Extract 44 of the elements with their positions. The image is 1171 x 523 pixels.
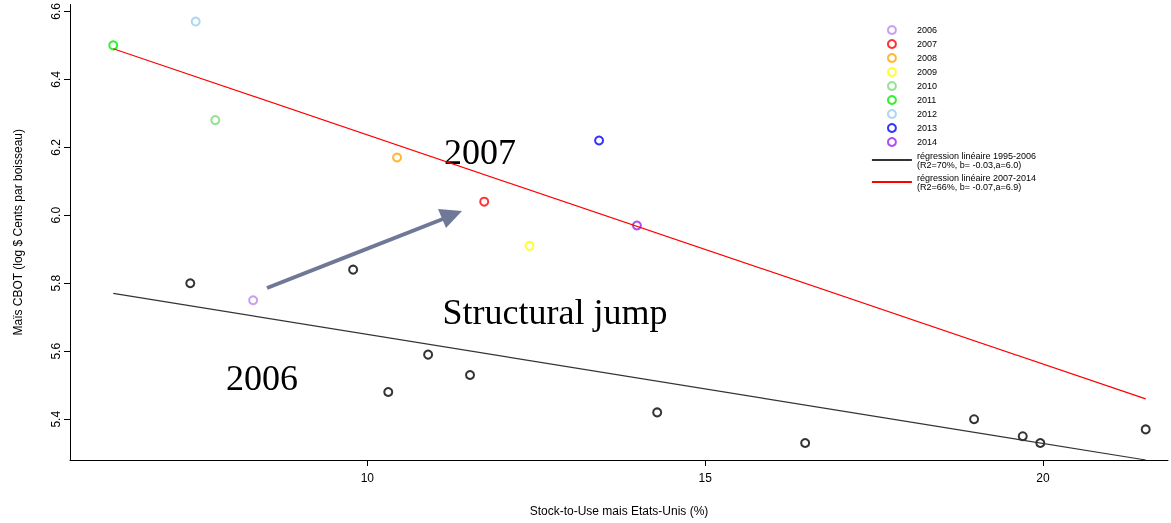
- y-tick-label: 6.6: [49, 2, 63, 20]
- legend-label: régression linéaire 2007-2014 (R2=66%, b= -0.07,a=6.9): [916, 172, 1037, 192]
- legend-label: 2010: [916, 81, 937, 91]
- legend-label: 2013: [916, 123, 937, 133]
- y-tick-label: 5.4: [49, 410, 63, 428]
- legend-label: 2006: [916, 25, 937, 35]
- y-tick-label: 6.2: [49, 138, 63, 156]
- point: [423, 349, 434, 360]
- legend-label: régression linéaire 1995-2006 (R2=70%, b= -0.03,a=6.0): [916, 150, 1037, 170]
- y-axis-title: Maïs CBOT (log $ Cents par boisseau): [11, 129, 25, 336]
- legend-label: 2012: [916, 109, 937, 119]
- annotation: 2006: [226, 358, 298, 398]
- y-tick-label: 5.6: [49, 342, 63, 360]
- point: [108, 40, 119, 51]
- point: [1140, 424, 1151, 435]
- x-axis-title: Stock-to-Use mais Etats-Unis (%): [529, 504, 709, 518]
- legend-label: 2007: [916, 39, 937, 49]
- point: [210, 115, 221, 126]
- point: [190, 16, 201, 27]
- x-tick-label: 15: [698, 471, 713, 485]
- point: [392, 152, 403, 163]
- point: [185, 278, 196, 289]
- point: [1017, 431, 1028, 442]
- legend-label: 2008: [916, 53, 937, 63]
- point: [652, 407, 663, 418]
- x-tick-label: 20: [1036, 471, 1050, 485]
- annotation: Structural jump: [442, 292, 668, 332]
- legend-label: 2009: [916, 67, 937, 77]
- x-tick-label: 10: [360, 471, 375, 485]
- y-tick-label: 5.8: [49, 274, 63, 292]
- point: [594, 135, 605, 146]
- point: [800, 438, 811, 448]
- legend-label: 2014: [916, 137, 937, 147]
- point: [383, 387, 394, 398]
- point: [248, 295, 259, 306]
- annotation: 2007: [444, 132, 516, 172]
- point: [479, 196, 490, 207]
- y-tick-label: 6.4: [49, 70, 63, 88]
- legend-label: 2011: [916, 95, 937, 105]
- point: [465, 370, 476, 381]
- point: [524, 240, 535, 251]
- point: [969, 414, 980, 425]
- point: [348, 264, 359, 275]
- y-tick-label: 6.0: [49, 206, 63, 224]
